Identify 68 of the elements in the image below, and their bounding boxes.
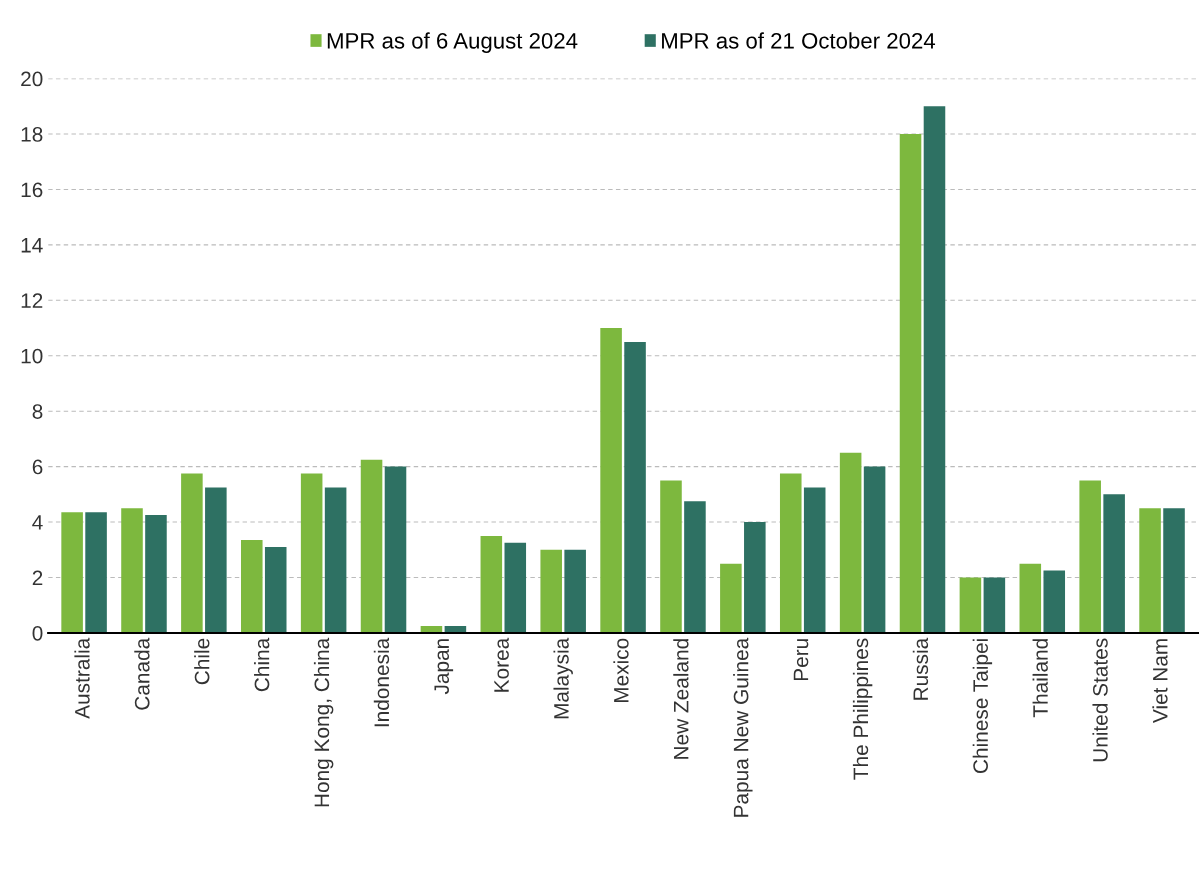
y-tick-label: 6 xyxy=(32,459,43,475)
x-tick-label: Japan xyxy=(434,639,454,695)
y-tick-label: 20 xyxy=(21,71,43,87)
x-tick-label: Chile xyxy=(194,638,210,685)
x-tick-label: United States xyxy=(1092,638,1108,762)
legend-label: MPR as of 6 August 2024 xyxy=(327,32,578,54)
x-tick-label: Papua New Guinea xyxy=(733,637,753,817)
x-tick-label: Korea xyxy=(494,637,509,692)
y-tick-label: 0 xyxy=(32,625,43,641)
x-tick-label: Viet Nam xyxy=(1152,639,1168,723)
bar xyxy=(264,547,287,633)
x-tick-label: Malaysia xyxy=(553,637,573,719)
bar xyxy=(803,487,826,633)
y-tick-label: 2 xyxy=(32,570,43,586)
bar xyxy=(205,487,227,633)
bar xyxy=(1103,494,1125,633)
bar xyxy=(983,577,1006,633)
bar xyxy=(1019,563,1042,633)
x-tick-label: New Zealand xyxy=(673,639,689,759)
bar xyxy=(779,473,802,633)
x-tick-label: Thailand xyxy=(1032,639,1048,718)
bar xyxy=(923,106,946,633)
bar xyxy=(863,466,886,633)
bar xyxy=(384,466,407,633)
bar xyxy=(181,473,203,633)
bar xyxy=(240,540,263,633)
y-tick-label: 4 xyxy=(32,515,43,530)
x-tick-label: Hong Kong, China xyxy=(313,637,334,807)
bar xyxy=(564,549,586,633)
bar xyxy=(720,563,742,633)
bar xyxy=(1043,570,1066,633)
bar xyxy=(480,535,503,633)
x-tick-label: Indonesia xyxy=(373,637,390,727)
y-tick-label: 16 xyxy=(21,182,43,198)
x-tick-label: Russia xyxy=(912,637,929,700)
y-tick-label: 8 xyxy=(32,404,43,419)
bar xyxy=(899,134,922,633)
bar xyxy=(660,480,682,633)
x-tick-label: Australia xyxy=(74,637,90,719)
x-tick-label: Mexico xyxy=(613,638,629,703)
bar xyxy=(1139,508,1161,633)
x-tick-label: China xyxy=(254,637,270,692)
bar xyxy=(839,452,862,633)
bar xyxy=(744,522,766,633)
bar xyxy=(61,512,83,633)
bar xyxy=(959,577,982,633)
bar xyxy=(540,549,562,633)
bar xyxy=(1079,480,1101,633)
bar xyxy=(624,341,646,633)
x-tick-label: The Philippines xyxy=(852,638,873,780)
y-tick-label: 18 xyxy=(21,127,43,142)
bar xyxy=(85,512,107,633)
bar xyxy=(121,508,143,633)
bar xyxy=(1163,508,1185,633)
legend-label: MPR as of 21 October 2024 xyxy=(662,32,936,49)
x-tick-label: Chinese Taipei xyxy=(972,639,993,773)
bar xyxy=(360,459,383,633)
bar xyxy=(300,473,323,633)
bar xyxy=(324,487,347,633)
y-tick-label: 12 xyxy=(21,293,43,308)
bar xyxy=(504,542,527,633)
y-tick-label: 10 xyxy=(21,348,43,364)
bar xyxy=(684,501,706,633)
bar xyxy=(600,328,622,633)
bar xyxy=(145,515,167,633)
x-tick-label: Peru xyxy=(793,639,809,681)
x-tick-label: Canada xyxy=(134,637,150,710)
y-tick-label: 14 xyxy=(21,238,43,253)
